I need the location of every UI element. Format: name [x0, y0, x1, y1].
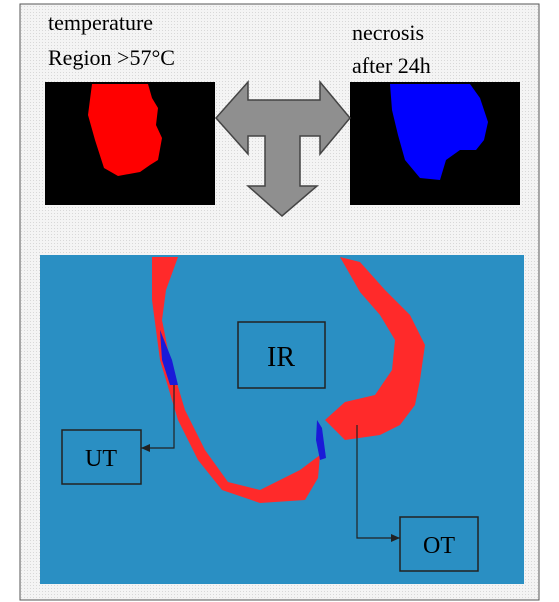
label-line: necrosis: [352, 20, 424, 45]
label-line: temperature: [48, 10, 153, 35]
figure: temperature Region >57°C necrosis after …: [0, 0, 559, 602]
region-label: UT: [85, 446, 117, 472]
region-label: IR: [267, 342, 295, 373]
label-line: Region >57°C: [48, 45, 175, 70]
region-label: OT: [423, 533, 455, 559]
label-line: after 24h: [352, 53, 431, 78]
